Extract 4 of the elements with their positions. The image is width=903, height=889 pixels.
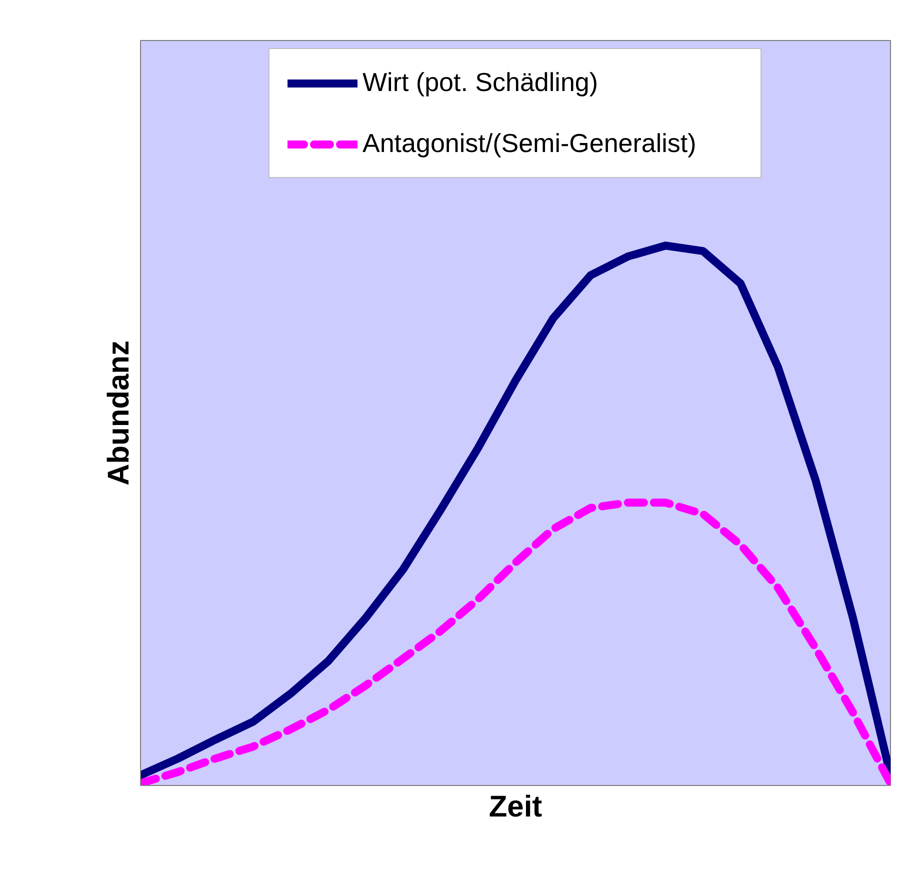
legend-label: Antagonist/(Semi-Generalist) — [362, 128, 698, 159]
legend-label: Wirt (pot. Schädling) — [362, 67, 600, 98]
y-axis-title: Abundanz — [102, 340, 136, 486]
x-axis-title: Zeit — [488, 790, 542, 824]
